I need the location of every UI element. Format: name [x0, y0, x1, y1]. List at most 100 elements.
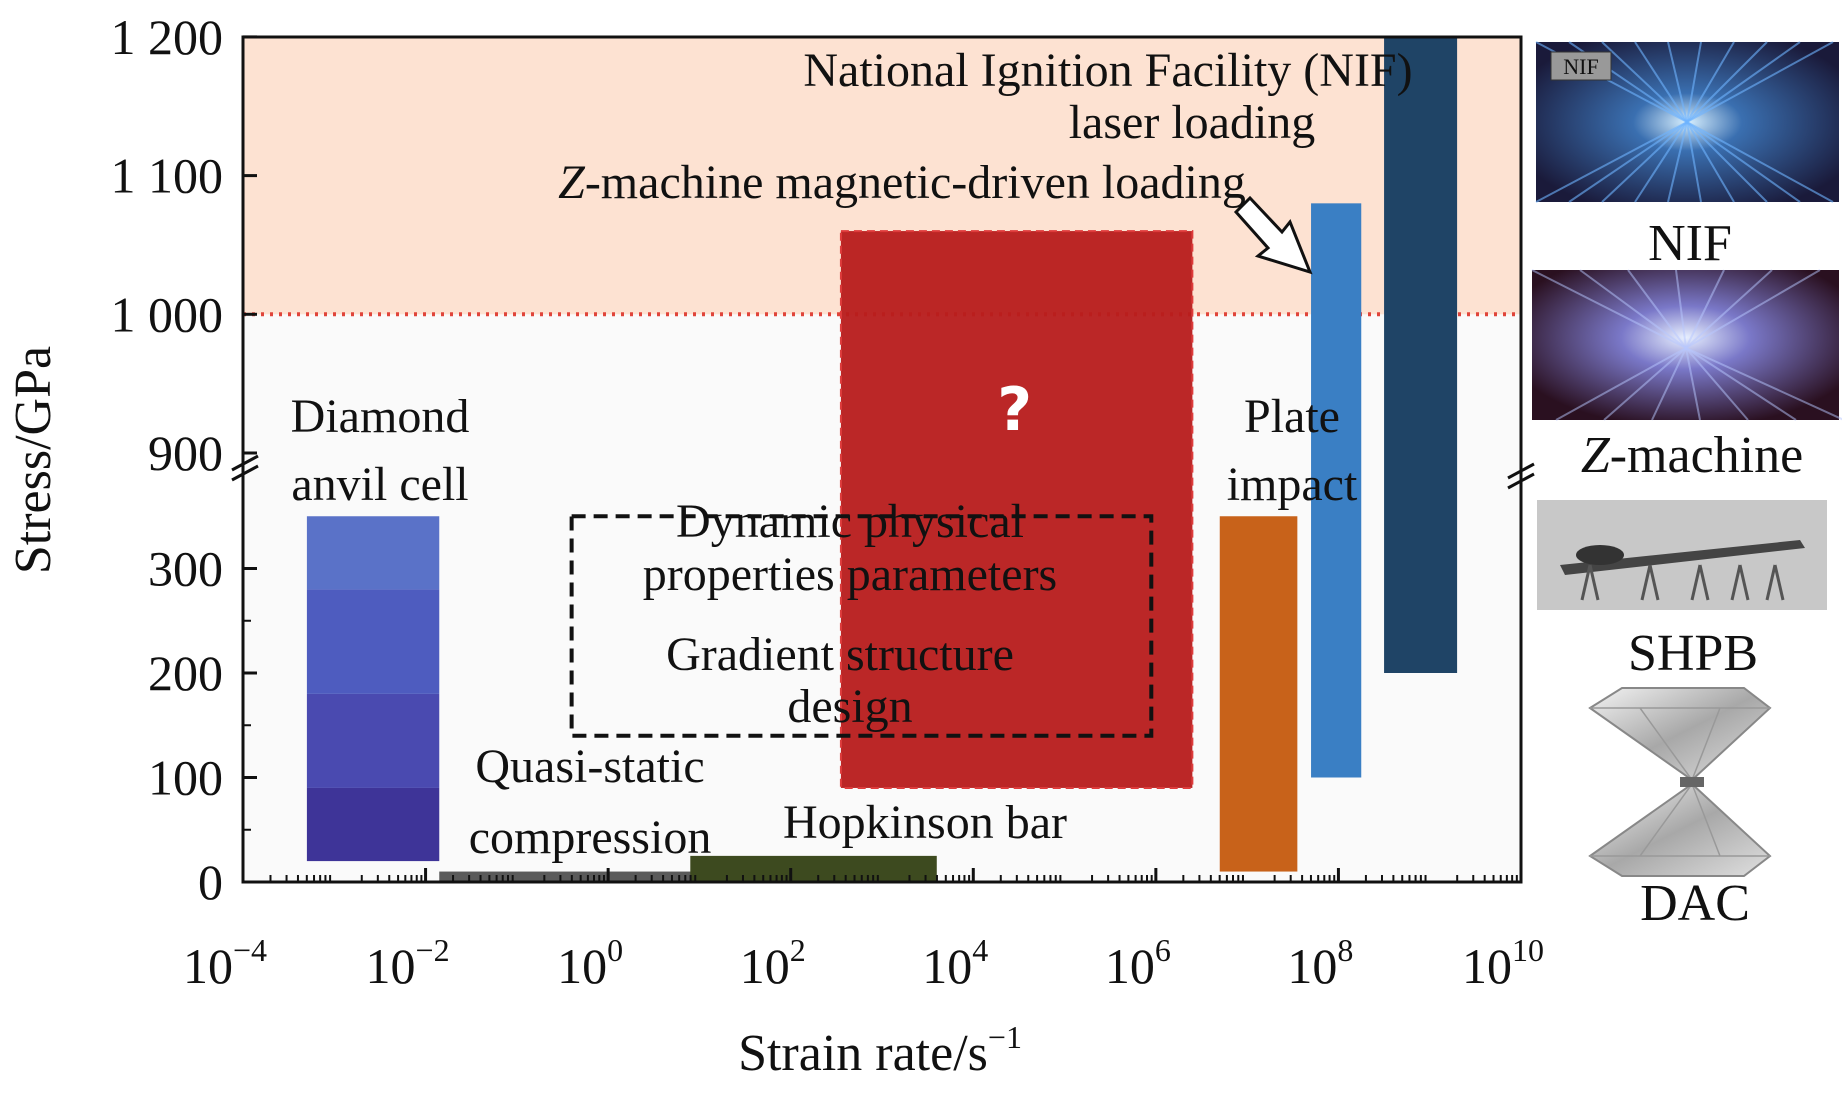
shpb-gun [1576, 545, 1624, 565]
axes: 10−4 10−2 100 102 104 106 108 1010 0 100 200 300 900… [5, 9, 1544, 1082]
nif-photo-ray [1568, 121, 1688, 203]
label-nif-1: National Ignition Facility (NIF) [803, 44, 1412, 97]
plot-frame [241, 35, 1523, 884]
bar-3 [1219, 516, 1298, 872]
shpb-stand [1738, 564, 1750, 601]
dashed-box-text: design [787, 680, 912, 733]
bar-dac-band [306, 516, 440, 590]
y-tick-label: 1 200 [111, 9, 224, 65]
y-tick-label: 0 [198, 854, 223, 910]
bar-dac-band [306, 787, 440, 862]
nif-photo-ray [1686, 41, 1702, 123]
y-tick-label: 300 [148, 541, 223, 597]
side-panel: NIF NIF Z-machine SHPB DAC [1531, 41, 1842, 932]
label-dac-2: anvil cell [291, 458, 468, 511]
zmachine-photo-ray [1685, 269, 1725, 349]
zmachine-photo-ray [1685, 347, 1842, 421]
nif-photo-ray [1686, 41, 1801, 123]
shpb-stand [1580, 564, 1592, 601]
bar-1 [439, 871, 700, 882]
zmachine-arrow [1233, 195, 1313, 275]
diamond-sample [1680, 777, 1704, 787]
nif-photo-ray [1601, 121, 1688, 203]
label-quasi-1: Quasi-static [475, 740, 704, 793]
bar-2 [690, 855, 937, 882]
y-tick-label: 1 000 [111, 286, 224, 342]
x-tick-label: 10−4 [183, 932, 267, 994]
nif-photo-ray [1686, 121, 1834, 203]
x-tick-label: 104 [922, 932, 988, 994]
nif-photo-ray [1667, 41, 1688, 123]
label-zmachine: Z-machine magnetic-driven loading [558, 156, 1246, 209]
nif-photo-ray [1634, 41, 1688, 123]
label-quasi-2: compression [469, 811, 712, 864]
side-label-shpb: SHPB [1628, 625, 1758, 682]
zmachine-photo-ray [1685, 269, 1821, 349]
bar-dac-band [306, 589, 440, 694]
nif-photo-ray [1686, 121, 1702, 203]
y-axis-break-right [1507, 462, 1535, 490]
bar-dac-band [306, 693, 440, 788]
x-tick-label: 108 [1287, 932, 1353, 994]
nif-photo-ray [1686, 41, 1735, 123]
side-label-nif: NIF [1648, 215, 1732, 272]
shpb-stand [1640, 564, 1652, 601]
diamond-top [1588, 687, 1772, 782]
y-tick-label: 900 [148, 425, 223, 481]
nif-photo-ray [1601, 41, 1688, 123]
range-bars: ? [306, 36, 1458, 882]
zmachine-photo-ray [1685, 269, 1773, 349]
zmachine-photo-ray [1627, 269, 1687, 349]
nif-photo-ray [1686, 41, 1834, 123]
nif-badge: NIF [1563, 54, 1598, 79]
y-tick-label: 1 100 [111, 148, 224, 204]
label-plate-2: impact [1227, 458, 1358, 511]
shpb-stand [1765, 564, 1777, 601]
diamond-bottom [1588, 782, 1772, 877]
side-label-dac: DAC [1640, 875, 1750, 932]
shpb-stand [1730, 564, 1742, 601]
zmachine-photo-ray [1685, 347, 1701, 421]
unknown-region [839, 230, 1194, 789]
shpb-stand [1588, 564, 1600, 601]
nif-photo-ray [1686, 121, 1768, 203]
shpb-stand [1773, 564, 1785, 601]
label-nif-2: laser loading [1069, 96, 1316, 149]
nif-photo-ray [1686, 121, 1801, 203]
zmachine-photo-ray [1651, 347, 1687, 421]
zmachine-photo-ray [1531, 269, 1687, 349]
x-axis-title: Strain rate/s−1 [738, 1019, 1022, 1082]
y-axis-break-left [231, 454, 259, 482]
nif-badge-box [1550, 51, 1612, 81]
x-tick-label: 100 [557, 932, 623, 994]
zmachine-photo-ray [1675, 269, 1687, 349]
y-tick-label: 200 [148, 645, 223, 701]
bar-5 [1384, 36, 1458, 673]
unknown-question-mark: ? [997, 375, 1032, 445]
bar-4 [1311, 203, 1362, 778]
label-dac-1: Diamond [291, 390, 470, 443]
nif-photo-ray [1634, 121, 1688, 203]
zmachine-photo-ray [1603, 347, 1687, 421]
shpb-stand [1648, 564, 1660, 601]
label-hopkinson: Hopkinson bar [783, 796, 1067, 849]
dashed-box-text: Gradient structure [666, 628, 1014, 681]
zmachine-photo-ray [1579, 269, 1687, 349]
dashed-box [569, 514, 1154, 738]
y-axis-title: Stress/GPa [5, 346, 62, 574]
nif-photo-ray [1535, 121, 1688, 203]
y-tick-label: 100 [148, 750, 223, 806]
dashed-box-text: properties parameters [643, 548, 1057, 601]
shpb-stand [1690, 564, 1702, 601]
nif-photo-ray [1667, 121, 1688, 203]
zmachine-photo-ray [1555, 347, 1687, 421]
x-tick-label: 10−2 [366, 932, 450, 994]
shpb-bar [1560, 540, 1805, 575]
side-label-zmachine: Z-machine [1581, 427, 1803, 484]
nif-photo-ray [1686, 121, 1735, 203]
zmachine-photo-ray [1685, 347, 1797, 421]
x-tick-label: 106 [1105, 932, 1171, 994]
shpb-stand [1698, 564, 1710, 601]
